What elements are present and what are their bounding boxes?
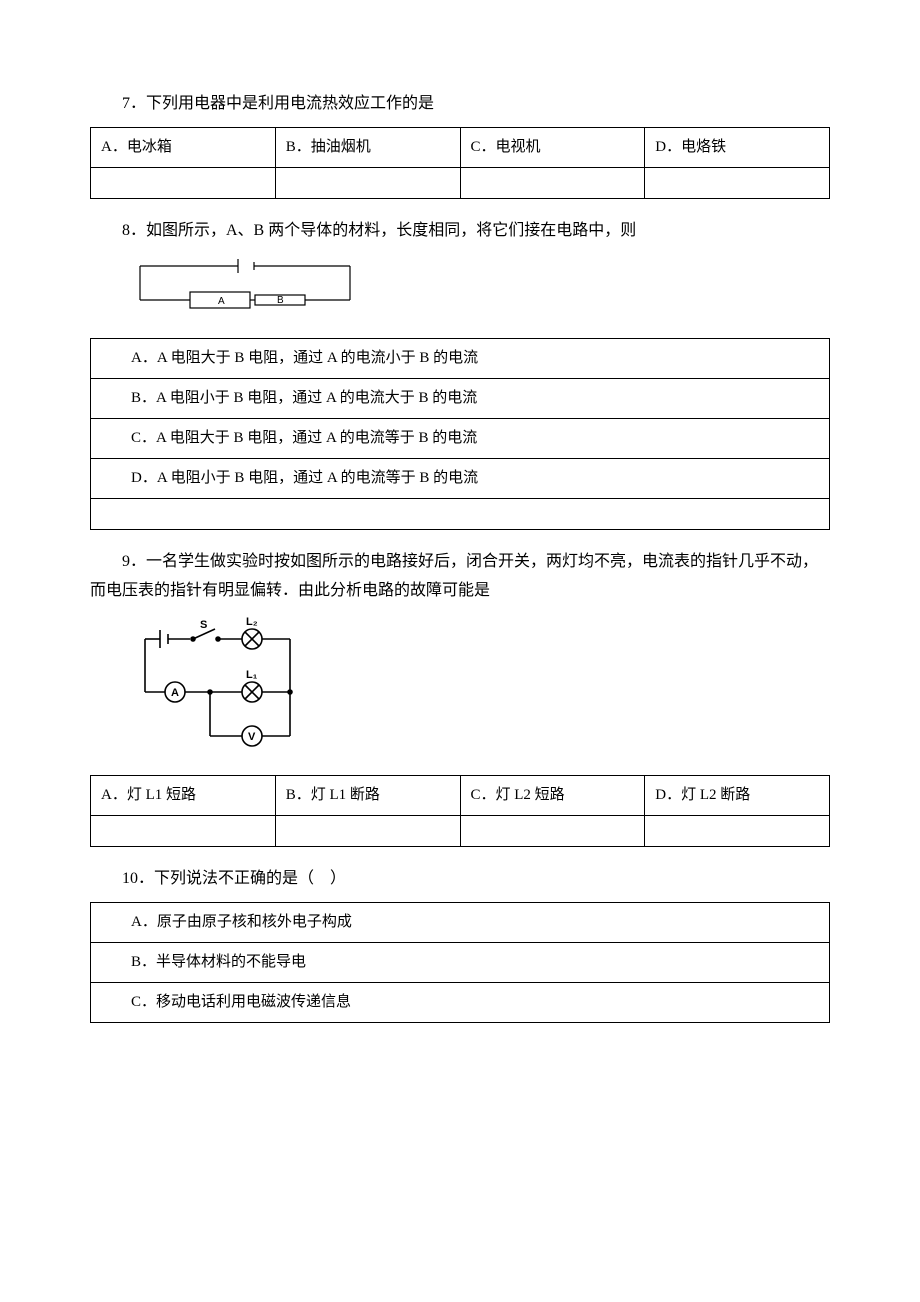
q9-prompt: 9．一名学生做实验时按如图所示的电路接好后，闭合开关，两灯均不亮，电流表的指针几… [90, 548, 830, 606]
q10-options-table: A．原子由原子核和核外电子构成 B．半导体材料的不能导电 C．移动电话利用电磁波… [90, 902, 830, 1023]
q9-opt-c: C．灯 L2 短路 [460, 775, 645, 815]
q8-label-b: B [277, 295, 284, 306]
q9-opt-a: A．灯 L1 短路 [91, 775, 276, 815]
q8-options-table: A．A 电阻大于 B 电阻，通过 A 的电流小于 B 的电流 B．A 电阻小于 … [90, 338, 830, 530]
page: 7．下列用电器中是利用电流热效应工作的是 A．电冰箱 B．抽油烟机 C．电视机 … [0, 0, 920, 1302]
q8-diagram: A B [130, 254, 830, 329]
q8-opt-a: A．A 电阻大于 B 电阻，通过 A 的电流小于 B 的电流 [91, 339, 830, 379]
q8-prompt: 8．如图所示，A、B 两个导体的材料，长度相同，将它们接在电路中，则 [90, 217, 830, 246]
q7-opt-b: B．抽油烟机 [275, 127, 460, 167]
q9-label-l1: L₁ [246, 669, 258, 681]
q7-options-table: A．电冰箱 B．抽油烟机 C．电视机 D．电烙铁 [90, 127, 830, 199]
q8-circuit-svg: A B [130, 254, 360, 318]
q9-label-l2: L₂ [246, 616, 258, 628]
q10-opt-a: A．原子由原子核和核外电子构成 [91, 902, 830, 942]
q9-opt-d: D．灯 L2 断路 [645, 775, 830, 815]
q8-opt-b: B．A 电阻小于 B 电阻，通过 A 的电流大于 B 的电流 [91, 379, 830, 419]
q10-opt-b: B．半导体材料的不能导电 [91, 942, 830, 982]
q7-opt-a: A．电冰箱 [91, 127, 276, 167]
q9-options-table: A．灯 L1 短路 B．灯 L1 断路 C．灯 L2 短路 D．灯 L2 断路 [90, 775, 830, 847]
q8-label-a: A [218, 296, 225, 307]
q10-prompt: 10．下列说法不正确的是（ ） [90, 865, 830, 894]
q7-opt-d: D．电烙铁 [645, 127, 830, 167]
q9-opt-b: B．灯 L1 断路 [275, 775, 460, 815]
q9-label-s: S [200, 619, 207, 631]
q7-prompt: 7．下列用电器中是利用电流热效应工作的是 [90, 90, 830, 119]
q9-label-v: V [248, 731, 256, 743]
q9-label-a: A [171, 687, 179, 699]
q10-opt-c: C．移动电话利用电磁波传递信息 [91, 982, 830, 1022]
q9-diagram: S L₂ L₁ A V [130, 614, 830, 765]
q7-opt-c: C．电视机 [460, 127, 645, 167]
q8-opt-c: C．A 电阻大于 B 电阻，通过 A 的电流等于 B 的电流 [91, 419, 830, 459]
q9-circuit-svg: S L₂ L₁ A V [130, 614, 310, 754]
q8-opt-d: D．A 电阻小于 B 电阻，通过 A 的电流等于 B 的电流 [91, 459, 830, 499]
